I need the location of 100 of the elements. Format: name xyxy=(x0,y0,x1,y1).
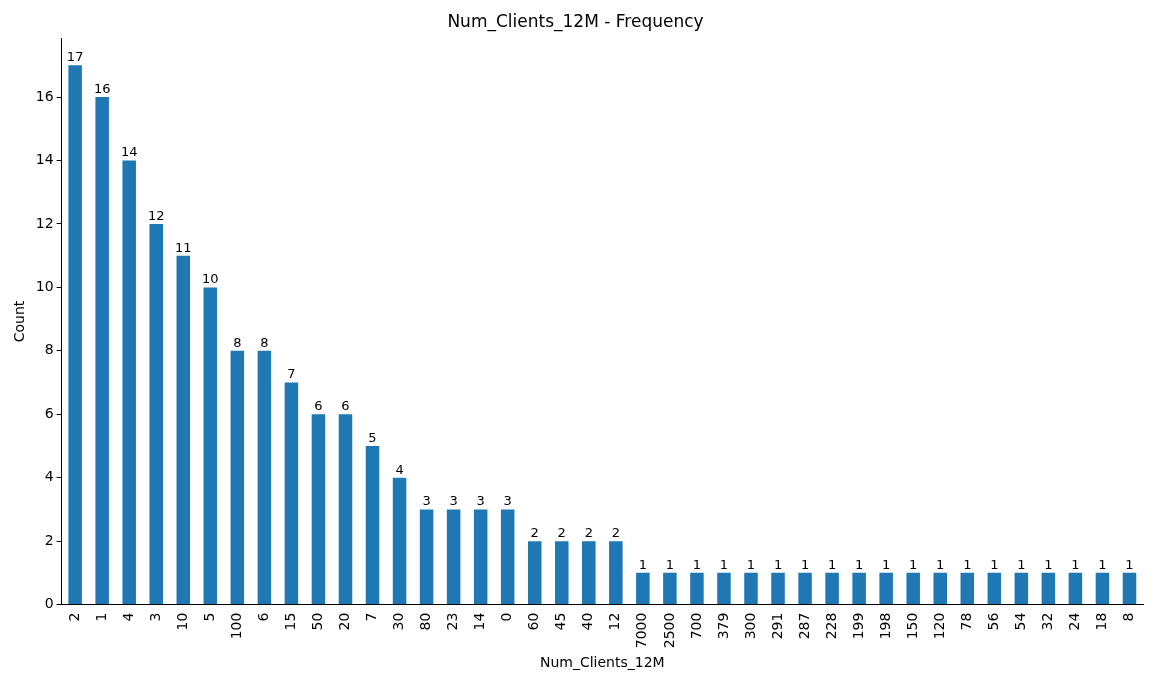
x-tick-label: 32 xyxy=(1039,612,1056,631)
chart-title: Num_Clients_12M - Frequency xyxy=(447,10,704,32)
x-tick-label: 0 xyxy=(498,612,515,622)
bar xyxy=(852,572,866,605)
bar xyxy=(257,350,272,605)
x-tick-label: 12 xyxy=(606,612,623,631)
x-tick-label: 24 xyxy=(1066,612,1083,631)
bar xyxy=(663,572,677,605)
x-tick-label: 45 xyxy=(552,612,569,631)
data-label: 1 xyxy=(692,556,702,572)
y-tick-label: 2 xyxy=(44,531,54,548)
x-tick-label: 23 xyxy=(444,612,461,631)
x-tick-label: 15 xyxy=(282,612,299,631)
x-tick-label: 20 xyxy=(336,612,353,631)
x-tick-label: 700 xyxy=(687,612,704,640)
bar xyxy=(798,572,812,605)
x-tick-label: 7 xyxy=(363,612,380,622)
bar xyxy=(717,572,731,605)
data-label: 6 xyxy=(314,398,323,414)
data-label: 12 xyxy=(147,207,165,223)
x-tick-label: 287 xyxy=(795,612,812,640)
x-tick-label: 10 xyxy=(173,612,190,631)
data-label: 5 xyxy=(368,429,377,445)
data-label: 1 xyxy=(990,556,999,572)
data-label: 3 xyxy=(476,493,485,509)
data-label: 3 xyxy=(503,493,512,509)
data-label: 1 xyxy=(1125,556,1134,572)
x-tick-label: 40 xyxy=(579,612,596,631)
y-tick-label: 16 xyxy=(35,87,54,104)
data-label: 1 xyxy=(936,556,945,572)
data-label: 3 xyxy=(422,493,431,509)
x-tick-label: 18 xyxy=(1093,612,1110,631)
y-tick-label: 10 xyxy=(35,278,54,295)
bar xyxy=(582,541,596,605)
data-label: 1 xyxy=(963,556,972,572)
data-label: 1 xyxy=(1098,556,1107,572)
bar xyxy=(284,382,299,605)
x-tick-label: 4 xyxy=(119,612,136,622)
bar xyxy=(987,572,1002,605)
x-tick-label: 78 xyxy=(957,612,974,631)
x-tick-label: 199 xyxy=(849,612,866,640)
x-tick-label: 60 xyxy=(525,612,542,631)
data-label: 1 xyxy=(1017,556,1026,572)
data-label: 3 xyxy=(449,493,458,509)
bar xyxy=(311,414,326,605)
bar xyxy=(1122,572,1137,605)
bar xyxy=(609,541,623,605)
data-label: 1 xyxy=(1071,556,1080,572)
bar xyxy=(879,572,893,605)
bar xyxy=(149,223,163,605)
bar xyxy=(690,572,704,605)
data-label: 14 xyxy=(120,144,138,160)
data-label: 17 xyxy=(66,49,84,65)
x-tick-label: 14 xyxy=(471,612,488,631)
bar xyxy=(122,160,136,605)
x-tick-label: 300 xyxy=(741,612,758,640)
x-tick-label: 5 xyxy=(200,612,217,622)
x-tick-label: 56 xyxy=(984,612,1001,631)
data-label: 1 xyxy=(773,556,783,572)
data-label: 2 xyxy=(557,525,566,541)
bar xyxy=(1014,572,1029,605)
bar xyxy=(825,572,839,605)
data-label: 4 xyxy=(395,461,404,477)
data-label: 1 xyxy=(1044,556,1053,572)
x-tick-label: 50 xyxy=(309,612,326,631)
data-label: 1 xyxy=(638,556,647,572)
data-label: 8 xyxy=(260,334,269,350)
bar xyxy=(203,287,218,605)
bar xyxy=(365,445,380,605)
data-label: 6 xyxy=(341,398,350,414)
data-label: 1 xyxy=(855,556,864,572)
data-label: 1 xyxy=(746,556,756,572)
bar xyxy=(1041,572,1056,605)
x-tick-label: 2 xyxy=(65,612,82,622)
bar xyxy=(555,541,569,605)
bar xyxy=(1068,572,1083,605)
x-tick-label: 1 xyxy=(92,612,109,622)
x-axis-title: Num_Clients_12M xyxy=(539,654,665,671)
y-axis-title: Count xyxy=(11,300,28,343)
x-tick-label: 8 xyxy=(1120,612,1137,622)
x-tick-label: 30 xyxy=(390,612,407,631)
bar xyxy=(500,509,515,605)
x-tick-label: 198 xyxy=(876,612,893,640)
bar xyxy=(960,572,975,605)
data-label: 1 xyxy=(909,556,918,572)
bar xyxy=(906,572,920,605)
y-tick-label: 12 xyxy=(35,214,54,231)
bar xyxy=(744,572,758,605)
bar xyxy=(338,414,353,605)
bar xyxy=(473,509,488,605)
data-label: 1 xyxy=(882,556,891,572)
data-label: 11 xyxy=(175,239,192,255)
bar xyxy=(230,350,245,605)
y-tick-label: 4 xyxy=(44,468,54,485)
data-label: 1 xyxy=(827,556,837,572)
x-tick-label: 100 xyxy=(227,612,244,640)
bar xyxy=(392,477,407,605)
y-tick-label: 14 xyxy=(35,151,54,168)
data-label: 2 xyxy=(530,525,539,541)
x-tick-label: 54 xyxy=(1011,612,1028,631)
